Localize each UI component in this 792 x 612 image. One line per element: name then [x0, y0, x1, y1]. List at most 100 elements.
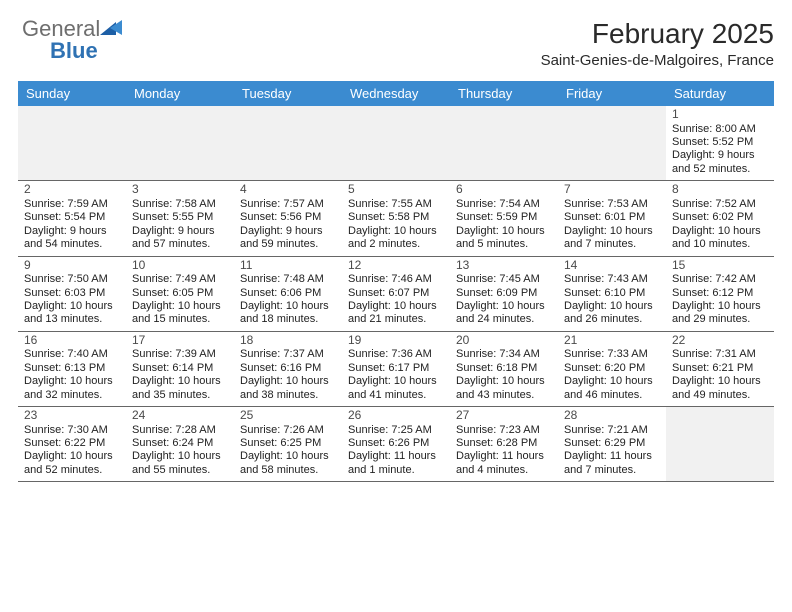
sunset-text: Sunset: 5:59 PM — [456, 211, 552, 224]
sunset-text: Sunset: 6:18 PM — [456, 362, 552, 375]
calendar-cell-empty — [234, 106, 342, 180]
calendar-cell-empty — [450, 106, 558, 180]
calendar-week: 16Sunrise: 7:40 AMSunset: 6:13 PMDayligh… — [18, 332, 774, 407]
calendar-cell-empty — [558, 106, 666, 180]
sunset-text: Sunset: 6:21 PM — [672, 362, 768, 375]
calendar-page: General Blue February 2025 Saint-Genies-… — [0, 0, 792, 612]
calendar-cell: 5Sunrise: 7:55 AMSunset: 5:58 PMDaylight… — [342, 181, 450, 255]
sunrise-text: Sunrise: 7:30 AM — [24, 424, 120, 437]
daylight-text: and 43 minutes. — [456, 389, 552, 402]
daylight-text: and 2 minutes. — [348, 238, 444, 251]
sunset-text: Sunset: 6:13 PM — [24, 362, 120, 375]
daylight-text: and 59 minutes. — [240, 238, 336, 251]
calendar-cell: 17Sunrise: 7:39 AMSunset: 6:14 PMDayligh… — [126, 332, 234, 406]
daylight-text: and 7 minutes. — [564, 464, 660, 477]
dow-monday: Monday — [126, 81, 234, 106]
sunset-text: Sunset: 5:54 PM — [24, 211, 120, 224]
daylight-text: and 49 minutes. — [672, 389, 768, 402]
sunset-text: Sunset: 6:09 PM — [456, 287, 552, 300]
sunset-text: Sunset: 6:05 PM — [132, 287, 228, 300]
sunset-text: Sunset: 6:06 PM — [240, 287, 336, 300]
daylight-text: and 29 minutes. — [672, 313, 768, 326]
daylight-text: and 26 minutes. — [564, 313, 660, 326]
daylight-text: and 15 minutes. — [132, 313, 228, 326]
day-number: 26 — [348, 408, 444, 423]
daylight-text: and 57 minutes. — [132, 238, 228, 251]
daylight-text: Daylight: 10 hours — [672, 375, 768, 388]
daylight-text: and 41 minutes. — [348, 389, 444, 402]
day-number: 15 — [672, 258, 768, 273]
daylight-text: Daylight: 10 hours — [348, 300, 444, 313]
calendar-cell: 6Sunrise: 7:54 AMSunset: 5:59 PMDaylight… — [450, 181, 558, 255]
daylight-text: Daylight: 10 hours — [456, 300, 552, 313]
sunset-text: Sunset: 6:16 PM — [240, 362, 336, 375]
daylight-text: Daylight: 10 hours — [564, 375, 660, 388]
sunrise-text: Sunrise: 7:49 AM — [132, 273, 228, 286]
sunrise-text: Sunrise: 8:00 AM — [672, 123, 768, 136]
daylight-text: Daylight: 10 hours — [240, 375, 336, 388]
page-title: February 2025 — [18, 18, 774, 50]
sunrise-text: Sunrise: 7:37 AM — [240, 348, 336, 361]
day-number: 17 — [132, 333, 228, 348]
calendar-cell: 26Sunrise: 7:25 AMSunset: 6:26 PMDayligh… — [342, 407, 450, 481]
sunset-text: Sunset: 6:17 PM — [348, 362, 444, 375]
calendar-cell: 24Sunrise: 7:28 AMSunset: 6:24 PMDayligh… — [126, 407, 234, 481]
day-number: 3 — [132, 182, 228, 197]
daylight-text: Daylight: 9 hours — [24, 225, 120, 238]
day-number: 28 — [564, 408, 660, 423]
daylight-text: and 13 minutes. — [24, 313, 120, 326]
daylight-text: and 52 minutes. — [24, 464, 120, 477]
daylight-text: Daylight: 10 hours — [348, 225, 444, 238]
daylight-text: and 38 minutes. — [240, 389, 336, 402]
day-number: 27 — [456, 408, 552, 423]
calendar-cell: 21Sunrise: 7:33 AMSunset: 6:20 PMDayligh… — [558, 332, 666, 406]
sunrise-text: Sunrise: 7:53 AM — [564, 198, 660, 211]
calendar-cell: 2Sunrise: 7:59 AMSunset: 5:54 PMDaylight… — [18, 181, 126, 255]
sunset-text: Sunset: 6:10 PM — [564, 287, 660, 300]
dow-saturday: Saturday — [666, 81, 774, 106]
page-header: February 2025 Saint-Genies-de-Malgoires,… — [18, 18, 774, 69]
daylight-text: Daylight: 10 hours — [672, 225, 768, 238]
sunset-text: Sunset: 6:26 PM — [348, 437, 444, 450]
day-number: 13 — [456, 258, 552, 273]
dow-thursday: Thursday — [450, 81, 558, 106]
sunrise-text: Sunrise: 7:33 AM — [564, 348, 660, 361]
sunrise-text: Sunrise: 7:28 AM — [132, 424, 228, 437]
logo-mark-icon — [100, 18, 122, 40]
calendar-cell: 23Sunrise: 7:30 AMSunset: 6:22 PMDayligh… — [18, 407, 126, 481]
calendar-cell: 3Sunrise: 7:58 AMSunset: 5:55 PMDaylight… — [126, 181, 234, 255]
calendar-cell: 28Sunrise: 7:21 AMSunset: 6:29 PMDayligh… — [558, 407, 666, 481]
daylight-text: Daylight: 10 hours — [240, 300, 336, 313]
day-number: 2 — [24, 182, 120, 197]
daylight-text: Daylight: 10 hours — [564, 300, 660, 313]
daylight-text: and 21 minutes. — [348, 313, 444, 326]
calendar-cell: 1Sunrise: 8:00 AMSunset: 5:52 PMDaylight… — [666, 106, 774, 180]
daylight-text: Daylight: 9 hours — [240, 225, 336, 238]
day-number: 22 — [672, 333, 768, 348]
daylight-text: Daylight: 11 hours — [348, 450, 444, 463]
calendar-week: 23Sunrise: 7:30 AMSunset: 6:22 PMDayligh… — [18, 407, 774, 482]
daylight-text: Daylight: 10 hours — [564, 225, 660, 238]
sunrise-text: Sunrise: 7:59 AM — [24, 198, 120, 211]
sunset-text: Sunset: 6:01 PM — [564, 211, 660, 224]
calendar-cell-empty — [18, 106, 126, 180]
sunrise-text: Sunrise: 7:52 AM — [672, 198, 768, 211]
day-number: 11 — [240, 258, 336, 273]
calendar-cell-empty — [126, 106, 234, 180]
day-number: 24 — [132, 408, 228, 423]
day-number: 19 — [348, 333, 444, 348]
sunset-text: Sunset: 6:20 PM — [564, 362, 660, 375]
page-subtitle: Saint-Genies-de-Malgoires, France — [18, 52, 774, 69]
day-number: 7 — [564, 182, 660, 197]
daylight-text: Daylight: 9 hours — [132, 225, 228, 238]
daylight-text: Daylight: 10 hours — [24, 450, 120, 463]
daylight-text: Daylight: 10 hours — [132, 300, 228, 313]
sunrise-text: Sunrise: 7:23 AM — [456, 424, 552, 437]
day-number: 9 — [24, 258, 120, 273]
daylight-text: and 4 minutes. — [456, 464, 552, 477]
calendar-cell: 15Sunrise: 7:42 AMSunset: 6:12 PMDayligh… — [666, 257, 774, 331]
day-number: 8 — [672, 182, 768, 197]
calendar-cell: 27Sunrise: 7:23 AMSunset: 6:28 PMDayligh… — [450, 407, 558, 481]
daylight-text: Daylight: 10 hours — [348, 375, 444, 388]
calendar-cell: 25Sunrise: 7:26 AMSunset: 6:25 PMDayligh… — [234, 407, 342, 481]
